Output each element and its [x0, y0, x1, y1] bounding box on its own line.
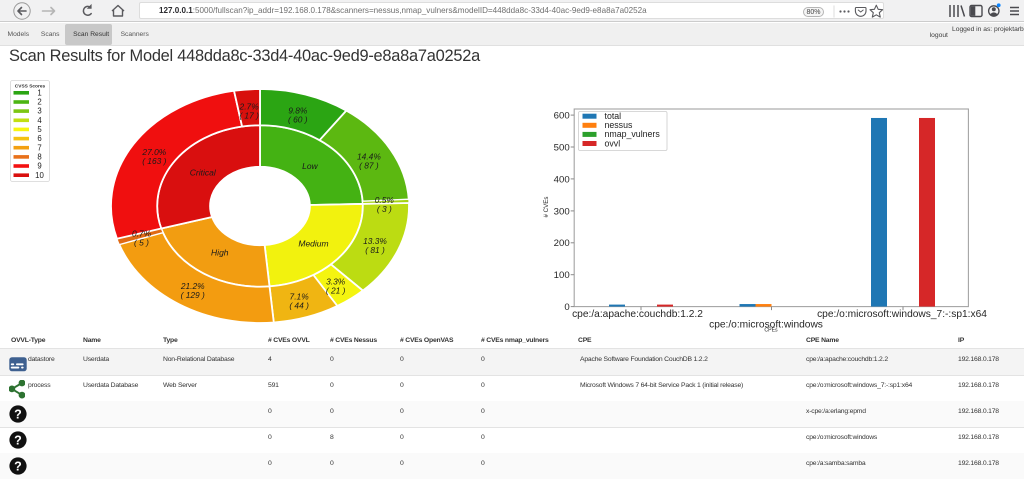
- svg-text:( 60 ): ( 60 ): [288, 115, 308, 125]
- svg-text:200: 200: [554, 238, 570, 249]
- svg-text:cpe:/a:apache:couchdb:1.2.2: cpe:/a:apache:couchdb:1.2.2: [572, 309, 703, 320]
- svg-text:13.3%: 13.3%: [363, 236, 387, 246]
- svg-text:?: ?: [14, 433, 22, 447]
- svg-text:High: High: [211, 247, 229, 257]
- svg-text:21.2%: 21.2%: [180, 281, 205, 291]
- svg-text:5: 5: [37, 125, 42, 134]
- svg-text:7: 7: [37, 143, 41, 152]
- svg-text:cpe:/o:microsoft:windows: cpe:/o:microsoft:windows: [709, 320, 823, 331]
- svg-text:10: 10: [35, 171, 44, 180]
- svg-text:9: 9: [37, 162, 41, 171]
- svg-text:3: 3: [37, 107, 41, 116]
- svg-text:CVSS Scores: CVSS Scores: [15, 84, 46, 90]
- svg-text:( 129 ): ( 129 ): [181, 290, 205, 300]
- svg-text:Low: Low: [302, 161, 318, 171]
- svg-text:( 87 ): ( 87 ): [359, 161, 379, 171]
- svg-text:?: ?: [14, 459, 22, 473]
- svg-text:( 163 ): ( 163 ): [142, 156, 166, 166]
- svg-text:2.7%: 2.7%: [239, 102, 260, 112]
- svg-text:Medium: Medium: [298, 238, 328, 248]
- svg-text:Critical: Critical: [190, 167, 217, 177]
- svg-text:8: 8: [37, 153, 41, 162]
- svg-text:( 5 ): ( 5 ): [134, 238, 149, 248]
- svg-text:CPEs: CPEs: [764, 328, 778, 334]
- svg-text:( 17 ): ( 17 ): [239, 111, 259, 121]
- svg-text:( 44 ): ( 44 ): [289, 301, 309, 311]
- svg-text:total: total: [605, 111, 622, 121]
- svg-text:9.8%: 9.8%: [288, 106, 308, 116]
- svg-text:( 21 ): ( 21 ): [326, 285, 346, 295]
- svg-text:3.3%: 3.3%: [326, 276, 346, 286]
- svg-text:nmap_vulners: nmap_vulners: [605, 129, 661, 139]
- svg-text:cpe:/o:microsoft:windows_7:-:s: cpe:/o:microsoft:windows_7:-:sp1:x64: [817, 309, 987, 320]
- svg-text:7.1%: 7.1%: [290, 292, 310, 302]
- svg-text:2: 2: [37, 98, 41, 107]
- svg-text:nessus: nessus: [605, 120, 633, 130]
- svg-text:400: 400: [554, 174, 570, 185]
- svg-text:0.7%: 0.7%: [132, 229, 152, 239]
- svg-text:# CVEs: # CVEs: [543, 197, 550, 218]
- svg-text:( 81 ): ( 81 ): [365, 245, 385, 255]
- svg-text:500: 500: [554, 142, 570, 153]
- svg-text:1: 1: [37, 88, 41, 97]
- svg-text:0.5%: 0.5%: [375, 195, 395, 205]
- svg-text:4: 4: [37, 116, 42, 125]
- svg-text:0: 0: [564, 302, 569, 313]
- svg-text:6: 6: [37, 134, 41, 143]
- svg-text:27.0%: 27.0%: [141, 147, 166, 157]
- svg-text:600: 600: [554, 111, 570, 122]
- svg-text:?: ?: [14, 407, 22, 421]
- svg-text:14.4%: 14.4%: [357, 152, 381, 162]
- svg-text:100: 100: [554, 270, 570, 281]
- svg-text:300: 300: [554, 206, 570, 217]
- svg-text:( 3 ): ( 3 ): [377, 204, 392, 214]
- svg-text:ovvl: ovvl: [605, 138, 621, 148]
